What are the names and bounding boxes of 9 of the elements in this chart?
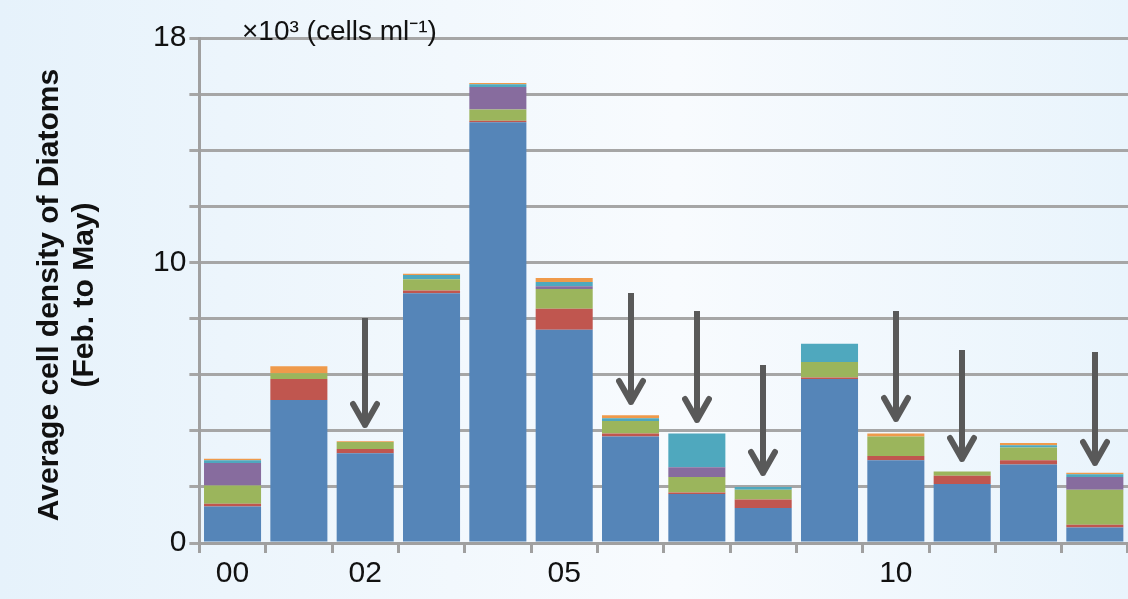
x-tick-label: 02 xyxy=(348,555,382,589)
annotation: ×10³ (cells ml⁻¹) xyxy=(242,14,437,48)
y-tick-label: 18 xyxy=(152,19,187,53)
x-tick-label: 10 xyxy=(879,555,913,589)
y-tick-label: 0 xyxy=(169,524,187,558)
x-tick-label: 05 xyxy=(547,555,581,589)
y-axis-title: Average cell density of Diatoms (Feb. to May) xyxy=(30,67,100,524)
y-tick-label: 10 xyxy=(152,243,187,277)
x-tick-label: 00 xyxy=(215,555,250,589)
